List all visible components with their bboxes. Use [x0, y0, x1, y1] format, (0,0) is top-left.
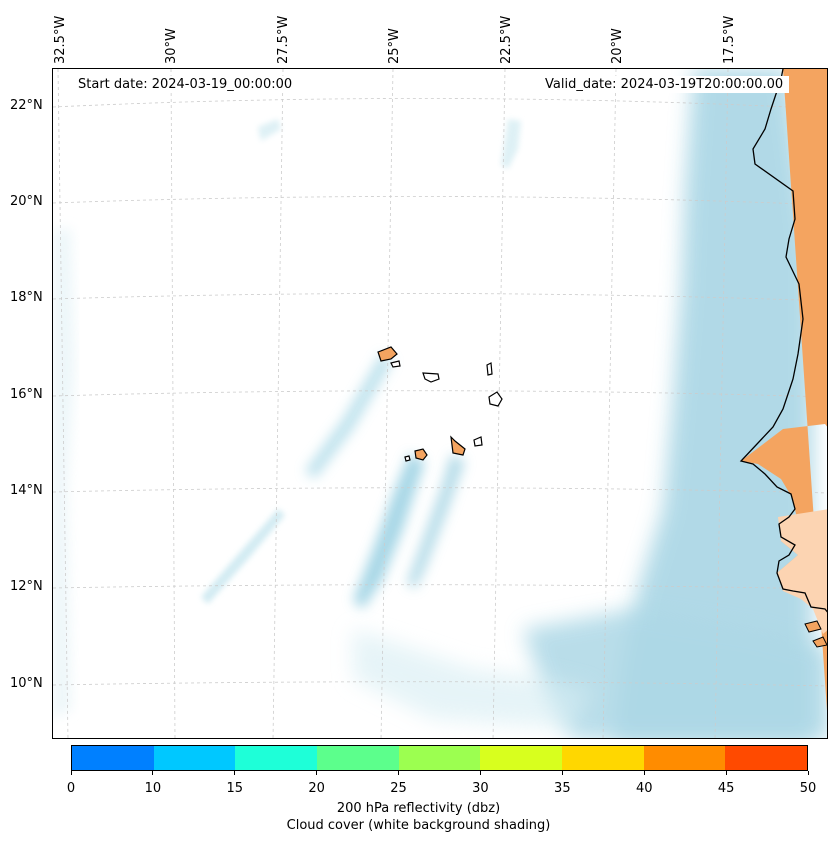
- lat-label-10n: 10°N: [10, 676, 43, 691]
- colorbar-label: 200 hPa reflectivity (dbz): [336, 801, 501, 816]
- colorbar-tick-mark: [807, 771, 809, 775]
- cloud-streak-nw: [258, 119, 281, 141]
- colorbar-tick-label: 10: [144, 781, 162, 796]
- colorbar-tick-label: 45: [717, 781, 735, 796]
- map-canvas[interactable]: [53, 69, 828, 739]
- colorbar-segment: [72, 746, 154, 770]
- colorbar-segment: [317, 746, 399, 770]
- colorbar-tick-mark: [479, 771, 481, 775]
- island-sao-vicente: [390, 360, 401, 368]
- cloud-west-edge: [53, 229, 75, 719]
- island-boa-vista: [488, 391, 503, 407]
- cloud-streak-north: [501, 119, 521, 169]
- colorbar-tick-mark: [70, 771, 72, 775]
- island-fogo: [414, 448, 428, 461]
- colorbar-tick-label: 40: [635, 781, 653, 796]
- colorbar-segment: [725, 746, 808, 770]
- lat-label-14n: 14°N: [10, 483, 43, 498]
- africa-south-land: [777, 509, 827, 634]
- lon-label-30w: 30°W: [164, 28, 179, 64]
- island-santiago: [450, 435, 466, 456]
- colorbar-tick-label: 20: [308, 781, 325, 796]
- cloud-plume-1: [305, 354, 393, 479]
- colorbar-tick-mark: [643, 771, 645, 775]
- cloud-streak-west: [201, 509, 285, 604]
- island-santo-antao: [377, 346, 398, 362]
- colorbar-segment: [398, 746, 481, 770]
- colorbar-tick-label: 25: [390, 781, 407, 796]
- cape-verde-islands: [377, 346, 503, 462]
- africa-landmass: [739, 69, 827, 711]
- start-date-label: Start date: 2024-03-19_00:00:00: [72, 76, 299, 93]
- cloud-plume-2: [353, 454, 425, 609]
- colorbar-tick-label: 15: [226, 781, 244, 796]
- colorbar-tick-mark: [725, 771, 727, 775]
- lat-label-22n: 22°N: [10, 98, 43, 113]
- lat-label-16n: 16°N: [10, 387, 43, 402]
- lon-label-17-5w: 17.5°W: [722, 15, 737, 64]
- colorbar-tick-mark: [234, 771, 236, 775]
- colorbar: [71, 745, 808, 771]
- map-panel[interactable]: [52, 68, 828, 739]
- lon-label-32-5w: 32.5°W: [53, 15, 68, 64]
- island-sal: [486, 362, 493, 376]
- colorbar-tick-mark: [398, 771, 400, 775]
- valid-date-label: Valid_date: 2024-03-19T20:00:00.00: [539, 76, 790, 93]
- lat-label-18n: 18°N: [10, 290, 43, 305]
- colorbar-segment: [235, 746, 318, 770]
- island-maio: [473, 436, 483, 447]
- lon-label-22-5w: 22.5°W: [499, 15, 514, 64]
- cloud-coastal-band: [613, 69, 813, 738]
- colorbar-tick-label: 30: [472, 781, 489, 796]
- cloud-southern-band: [523, 609, 827, 738]
- graticule: [53, 69, 827, 738]
- colorbar-sublabel: Cloud cover (white background shading): [286, 818, 551, 833]
- colorbar-segment: [480, 746, 563, 770]
- colorbar-tick-mark: [316, 771, 318, 775]
- cloud-southwest-wisps: [353, 629, 593, 729]
- lon-label-20w: 20°W: [610, 28, 625, 64]
- island-brava: [404, 455, 411, 462]
- colorbar-segment: [562, 746, 644, 770]
- colorbar-segment: [153, 746, 236, 770]
- island-sao-nicolau: [422, 372, 440, 383]
- colorbar-tick-mark: [561, 771, 563, 775]
- lat-label-12n: 12°N: [10, 579, 43, 594]
- colorbar-tick-mark: [152, 771, 154, 775]
- lon-label-27-5w: 27.5°W: [276, 15, 291, 64]
- colorbar-tick-label: 50: [799, 781, 817, 796]
- colorbar-segment: [643, 746, 726, 770]
- cloud-cover-layer: [53, 69, 827, 738]
- colorbar-tick-label: 0: [66, 781, 76, 796]
- africa-coastline: [739, 69, 827, 613]
- colorbar-tick-label: 35: [554, 781, 571, 796]
- bijagos-islands: [804, 620, 827, 648]
- lon-label-25w: 25°W: [387, 28, 402, 64]
- lat-label-20n: 20°N: [10, 194, 43, 209]
